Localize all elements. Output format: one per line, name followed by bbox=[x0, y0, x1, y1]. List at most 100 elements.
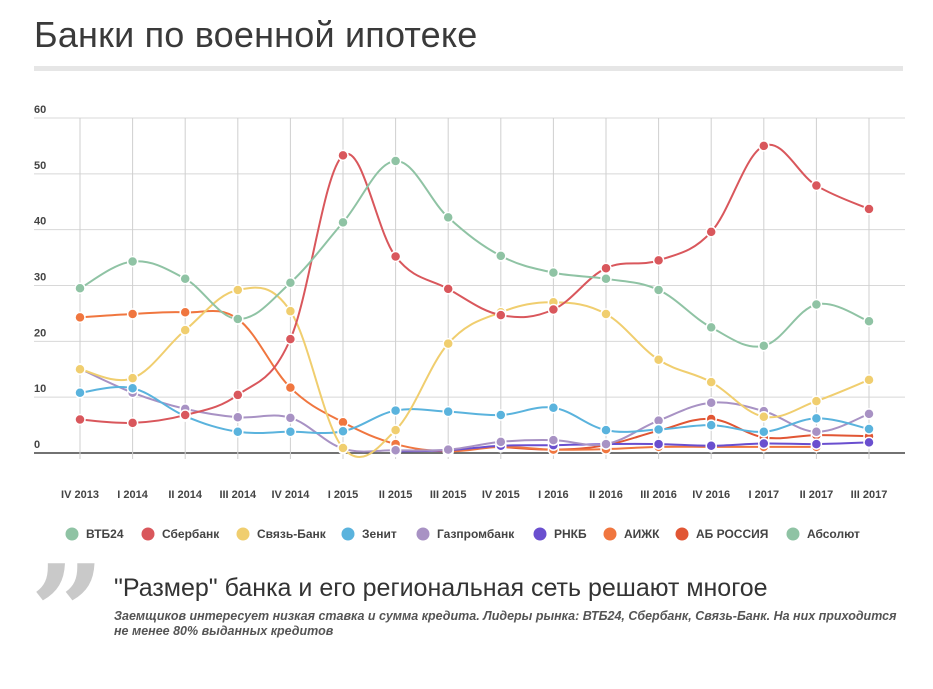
x-tick-label: I 2016 bbox=[538, 489, 569, 501]
x-tick-label: IV 2013 bbox=[61, 489, 99, 501]
data-point bbox=[495, 250, 507, 262]
data-point bbox=[863, 423, 875, 435]
y-axis: 0 10 20 30 40 50 60 bbox=[34, 104, 46, 451]
data-point bbox=[495, 409, 507, 421]
data-point bbox=[337, 442, 349, 454]
data-point bbox=[863, 203, 875, 215]
data-point bbox=[600, 262, 612, 274]
x-tick-label: I 2015 bbox=[328, 489, 359, 501]
data-point bbox=[810, 426, 823, 438]
chart-grid bbox=[34, 117, 905, 459]
data-point bbox=[442, 405, 454, 418]
y-tick-label: 20 bbox=[34, 327, 46, 339]
x-tick-label: II 2015 bbox=[379, 489, 413, 501]
data-point bbox=[74, 311, 86, 324]
data-point bbox=[600, 438, 612, 450]
page-title: Банки по военной ипотеке bbox=[34, 14, 478, 55]
legend-label: Абсолют bbox=[807, 527, 860, 541]
legend-label: ВТБ24 bbox=[86, 527, 124, 541]
y-tick-label: 0 bbox=[34, 439, 40, 451]
chart-series bbox=[74, 140, 875, 459]
data-point bbox=[74, 282, 86, 295]
data-point bbox=[126, 417, 139, 429]
data-point bbox=[232, 411, 244, 424]
data-point bbox=[389, 424, 402, 436]
data-point bbox=[284, 426, 297, 438]
data-point bbox=[600, 273, 612, 285]
data-point bbox=[810, 438, 823, 450]
data-point bbox=[442, 443, 454, 456]
data-point bbox=[442, 283, 454, 295]
data-point bbox=[705, 226, 717, 238]
legend-marker bbox=[341, 527, 355, 541]
legend-marker bbox=[236, 527, 250, 541]
data-point bbox=[495, 436, 507, 448]
data-point bbox=[652, 284, 665, 296]
y-tick-label: 30 bbox=[34, 272, 46, 284]
series-Сбербанк bbox=[74, 140, 875, 429]
x-tick-label: II 2014 bbox=[168, 489, 203, 501]
legend-marker bbox=[675, 527, 689, 541]
data-point bbox=[126, 255, 139, 268]
data-point bbox=[810, 412, 823, 425]
y-tick-label: 40 bbox=[34, 216, 46, 228]
legend-label: Зенит bbox=[362, 527, 397, 541]
legend-marker bbox=[65, 527, 79, 541]
data-point bbox=[179, 306, 191, 319]
data-point bbox=[284, 305, 297, 317]
data-point bbox=[337, 425, 349, 437]
data-point bbox=[442, 211, 454, 224]
quote-headline: "Размер" банка и его региональная сеть р… bbox=[114, 574, 768, 602]
legend-marker bbox=[416, 527, 430, 541]
data-point bbox=[652, 254, 665, 267]
data-point bbox=[810, 179, 823, 192]
data-point bbox=[179, 324, 191, 336]
data-point bbox=[758, 410, 770, 423]
data-point bbox=[547, 434, 560, 446]
series-line bbox=[79, 143, 870, 424]
data-point bbox=[705, 419, 717, 431]
quote-body: Заемщиков интересует низкая ставка и сум… bbox=[114, 609, 897, 638]
title-divider bbox=[34, 66, 903, 71]
data-point bbox=[758, 140, 770, 152]
data-point bbox=[442, 337, 454, 350]
data-point bbox=[758, 340, 770, 352]
x-axis: IV 2013 I 2014 II 2014 III 2014 IV 2014 I 201… bbox=[61, 489, 887, 501]
data-point bbox=[126, 382, 139, 394]
data-point bbox=[863, 408, 875, 420]
data-point bbox=[232, 313, 244, 325]
data-point bbox=[126, 372, 139, 384]
x-tick-label: III 2014 bbox=[219, 489, 257, 501]
legend-label: АИЖК bbox=[624, 527, 660, 541]
data-point bbox=[810, 395, 823, 407]
x-tick-label: I 2017 bbox=[749, 489, 780, 501]
data-point bbox=[652, 354, 665, 366]
legend-marker bbox=[533, 527, 547, 541]
y-tick-label: 50 bbox=[34, 160, 46, 172]
x-tick-label: III 2016 bbox=[640, 489, 677, 501]
data-point bbox=[495, 309, 507, 321]
data-point bbox=[758, 426, 770, 438]
legend-label: АБ РОССИЯ bbox=[696, 527, 768, 541]
data-point bbox=[705, 376, 717, 388]
x-tick-label: I 2014 bbox=[117, 489, 148, 501]
data-point bbox=[600, 424, 612, 436]
legend-label: Сбербанк bbox=[162, 527, 220, 541]
legend-label: Связь-Банк bbox=[257, 527, 327, 541]
legend-label: РНКБ bbox=[554, 527, 587, 541]
data-point bbox=[389, 404, 402, 417]
legend-marker bbox=[141, 527, 155, 541]
data-point bbox=[74, 386, 86, 399]
series-line bbox=[79, 386, 870, 435]
data-point bbox=[284, 333, 297, 345]
x-tick-label: IV 2016 bbox=[692, 489, 730, 501]
data-point bbox=[337, 149, 349, 162]
legend-label: Газпромбанк bbox=[437, 527, 515, 541]
chart-legend: ВТБ24 Сбербанк Связь-Банк Зенит Газпромбанк Р… bbox=[65, 527, 860, 541]
data-point bbox=[126, 308, 139, 320]
data-point bbox=[652, 423, 665, 436]
data-point bbox=[705, 439, 717, 452]
data-point bbox=[232, 284, 244, 296]
y-tick-label: 10 bbox=[34, 383, 46, 395]
x-tick-label: III 2015 bbox=[430, 489, 467, 501]
